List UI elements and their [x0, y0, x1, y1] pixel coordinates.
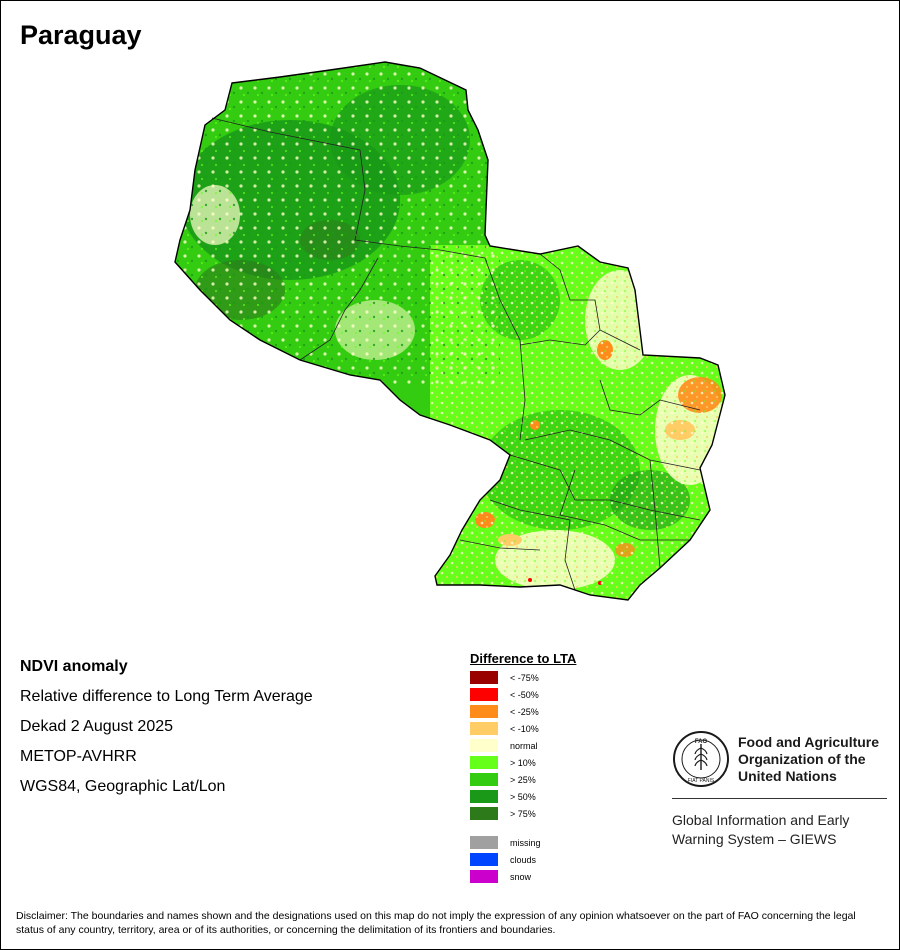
legend-item-label: > 25% — [510, 774, 536, 785]
legend-item-row: < -10% — [470, 720, 576, 737]
disclaimer: Disclaimer: The boundaries and names sho… — [16, 910, 856, 936]
fao-logo-icon: FAO FIAT PANIS — [673, 731, 729, 787]
map-info-period: Dekad 2 August 2025 — [20, 718, 174, 735]
fao-logo-motto: FIAT PANIS — [688, 778, 715, 784]
map-info-projection: WGS84, Geographic Lat/Lon — [20, 778, 226, 795]
legend-special-row: snow — [470, 868, 576, 885]
legend-item-swatch — [470, 790, 498, 803]
legend-special-label: clouds — [510, 854, 537, 865]
legend-item-swatch — [470, 688, 498, 701]
legend-item-row: < -50% — [470, 686, 576, 703]
legend-special-label: missing — [510, 837, 541, 848]
fao-name-line-1: Food and Agriculture — [738, 733, 880, 750]
legend-special-row: missing — [470, 834, 576, 851]
legend-item-label: normal — [510, 740, 538, 751]
fao-name-line-2: Organization of the — [738, 750, 866, 767]
legend-item-label: > 10% — [510, 757, 536, 768]
map-info-sensor: METOP-AVHRR — [20, 748, 137, 765]
ndvi-anomaly-map — [174, 61, 726, 601]
country-outline — [174, 61, 726, 601]
legend-item-row: < -25% — [470, 703, 576, 720]
giews-name: Global Information and Early Warning Sys… — [672, 811, 892, 849]
legend-item-label: < -10% — [510, 723, 539, 734]
legend-item-label: > 50% — [510, 791, 536, 802]
legend-item-row: > 10% — [470, 754, 576, 771]
legend-special-swatch — [470, 853, 498, 866]
legend-special-swatch — [470, 836, 498, 849]
legend-item-swatch — [470, 807, 498, 820]
fao-divider — [672, 798, 887, 799]
legend-item-swatch — [470, 773, 498, 786]
legend-special-items: missing clouds snow — [470, 834, 576, 885]
legend-item-swatch — [470, 705, 498, 718]
legend-special-swatch — [470, 870, 498, 883]
legend-item-swatch — [470, 739, 498, 752]
legend-item-row: < -75% — [470, 669, 576, 686]
legend-item-label: < -25% — [510, 706, 539, 717]
legend-item-swatch — [470, 756, 498, 769]
map-title: Paraguay — [20, 20, 142, 50]
legend-item-label: < -50% — [510, 689, 539, 700]
legend-special-row: clouds — [470, 851, 576, 868]
legend-item-label: < -75% — [510, 672, 539, 683]
legend-items: < -75% < -50% < -25% < -10% normal > 10% > 25%… — [470, 669, 576, 822]
legend-item-row: normal — [470, 737, 576, 754]
legend-title: Difference to LTA — [470, 651, 577, 666]
legend-item-swatch — [470, 671, 498, 684]
legend-item-row: > 75% — [470, 805, 576, 822]
legend-item-swatch — [470, 722, 498, 735]
fao-branding: FAO FIAT PANIS Food and Agriculture Orga… — [672, 730, 892, 849]
legend-item-row: > 50% — [470, 788, 576, 805]
giews-line-1: Global Information and Early — [672, 812, 850, 828]
map-info-subtitle: Relative difference to Long Term Average — [20, 688, 313, 705]
giews-line-2: Warning System – GIEWS — [672, 831, 837, 847]
department-boundaries — [211, 117, 701, 591]
legend: Difference to LTA < -75% < -50% < -25% < -1… — [470, 651, 576, 885]
map-info: NDVI anomaly Relative difference to Long… — [20, 656, 313, 806]
fao-name-line-3: United Nations — [738, 767, 837, 784]
fao-name: Food and Agriculture Organization of the… — [738, 734, 879, 785]
legend-special-label: snow — [510, 871, 532, 882]
legend-item-row: > 25% — [470, 771, 576, 788]
paraguay-country — [175, 62, 725, 600]
legend-item-label: > 75% — [510, 808, 536, 819]
map-info-heading: NDVI anomaly — [20, 658, 128, 675]
fao-logo-text: FAO — [695, 739, 708, 745]
